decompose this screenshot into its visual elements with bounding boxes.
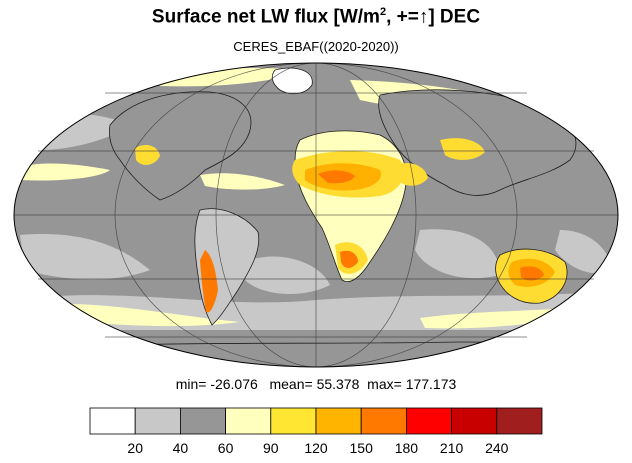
legend-swatch-0 xyxy=(89,407,136,435)
legend-tick-label: 90 xyxy=(263,440,279,456)
stats-line: min= -26.076 mean= 55.378 max= 177.173 xyxy=(175,376,457,392)
legend-swatch-8 xyxy=(451,407,498,435)
legend-tick-label: 40 xyxy=(173,440,189,456)
legend-tick-label: 210 xyxy=(440,440,464,456)
north-america xyxy=(109,91,252,201)
andes-orange xyxy=(200,250,218,313)
map-title: Surface net LW flux [W/m2, +=↑] DEC xyxy=(151,6,481,28)
equatorial-pacific-light xyxy=(20,234,150,280)
legend-tick-label: 180 xyxy=(395,440,419,456)
tropical-pale-band-atlantic xyxy=(200,173,285,190)
south-pacific-light xyxy=(555,230,612,274)
arabia-yellow xyxy=(395,163,428,186)
legend-tick-label: 120 xyxy=(304,440,328,456)
legend-tick-label: 240 xyxy=(485,440,509,456)
legend-swatch-6 xyxy=(360,407,407,435)
legend-swatch-2 xyxy=(179,407,226,435)
legend-tick-label: 150 xyxy=(350,440,374,456)
world-map-mollweide xyxy=(13,62,619,368)
australia-dark-orange xyxy=(520,266,544,281)
sahara-dark-orange xyxy=(318,170,355,184)
south-atlantic-light xyxy=(245,256,330,295)
legend-swatch-5 xyxy=(315,407,362,435)
legend-tick-label: 60 xyxy=(218,440,234,456)
greenland xyxy=(271,67,313,95)
legend-swatch-4 xyxy=(270,407,317,435)
legend-swatch-3 xyxy=(225,407,272,435)
us-southwest-yellow xyxy=(135,144,160,165)
southern-africa-orange xyxy=(340,250,358,268)
globe-outline xyxy=(13,62,619,368)
legend-swatch-9 xyxy=(496,407,543,435)
legend-swatch-1 xyxy=(134,407,181,435)
indian-ocean-light xyxy=(415,229,500,279)
central-asia-yellow xyxy=(440,138,485,160)
legend-swatch-7 xyxy=(405,407,452,435)
map-subtitle: CERES_EBAF((2020-2020)) xyxy=(233,39,399,54)
tropical-pale-band-west xyxy=(16,163,110,181)
graticule xyxy=(14,62,618,368)
legend-tick-label: 20 xyxy=(127,440,143,456)
